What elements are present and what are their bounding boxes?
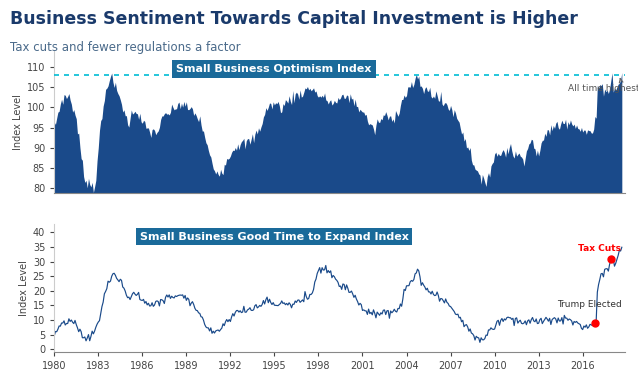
Text: Small Business Good Time to Expand Index: Small Business Good Time to Expand Index (140, 231, 408, 242)
Text: All time highest 8/31/18: All time highest 8/31/18 (568, 79, 638, 93)
Text: Trump Elected: Trump Elected (558, 300, 622, 309)
Text: Small Business Optimism Index: Small Business Optimism Index (176, 64, 372, 74)
Y-axis label: Index Level: Index Level (19, 260, 29, 316)
Text: Business Sentiment Towards Capital Investment is Higher: Business Sentiment Towards Capital Inves… (10, 10, 577, 28)
Y-axis label: Index Level: Index Level (13, 94, 22, 149)
Text: Tax cuts and fewer regulations a factor: Tax cuts and fewer regulations a factor (10, 41, 240, 54)
Text: Tax Cuts: Tax Cuts (577, 244, 621, 253)
